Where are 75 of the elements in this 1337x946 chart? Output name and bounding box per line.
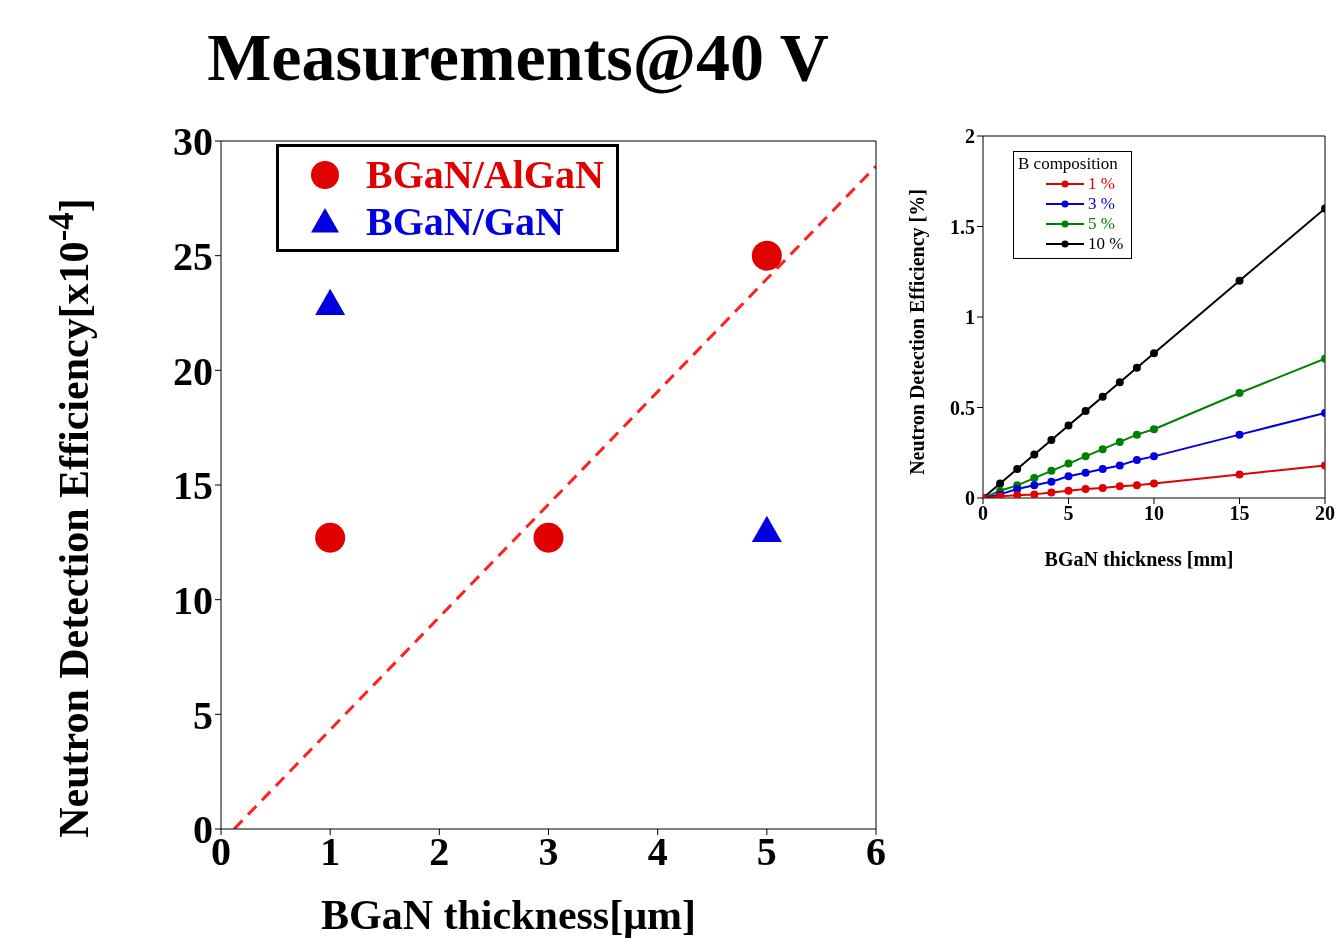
point	[1064, 421, 1073, 430]
point	[1115, 437, 1124, 446]
x-tick-label: 15	[1229, 502, 1250, 525]
point	[1013, 465, 1022, 474]
point	[1115, 461, 1124, 470]
y-tick-label: 1.5	[950, 215, 975, 238]
point	[533, 522, 564, 553]
point	[1047, 466, 1056, 475]
point	[1013, 491, 1022, 498]
point	[1047, 477, 1056, 486]
point	[1081, 468, 1090, 477]
point	[1047, 436, 1056, 445]
x-tick-label: 10	[1144, 502, 1164, 525]
point	[315, 522, 346, 553]
point	[1098, 465, 1107, 474]
point	[1081, 407, 1090, 416]
point	[1150, 349, 1158, 358]
x-tick-label: 5	[1063, 502, 1074, 525]
y-tick-label: 30	[173, 119, 213, 165]
x-tick-label: 2	[429, 829, 450, 875]
point	[1030, 474, 1039, 483]
point	[1150, 425, 1158, 434]
x-tick-label: 5	[756, 829, 777, 875]
point	[751, 240, 782, 271]
point	[1030, 450, 1039, 459]
point	[1064, 459, 1073, 468]
point	[1150, 452, 1158, 461]
point	[1047, 488, 1056, 497]
y-tick-label: 2	[965, 125, 975, 148]
point	[1132, 481, 1141, 490]
x-axis-title: BGaN thickness [mm]	[1043, 548, 1235, 570]
y-axis-title: Neutron Detection Efficiency [%]	[905, 189, 929, 475]
y-tick-label: 0.5	[950, 396, 975, 419]
legend-label: 10 %	[1088, 234, 1124, 254]
point	[1081, 484, 1090, 493]
point	[1030, 490, 1039, 498]
point	[1235, 389, 1244, 398]
y-tick-label: 20	[173, 348, 213, 394]
y-tick-label: 1	[965, 306, 975, 329]
point	[751, 515, 782, 543]
y-tick-label: 5	[193, 692, 213, 738]
point	[315, 288, 346, 316]
point	[1132, 363, 1141, 372]
point	[1098, 392, 1107, 401]
y-tick-label: 0	[965, 487, 975, 510]
y-tick-label: 10	[173, 577, 213, 623]
point	[996, 479, 1005, 488]
point	[1235, 470, 1244, 479]
point	[1132, 430, 1141, 439]
point	[1064, 472, 1073, 481]
point	[1132, 455, 1141, 464]
x-tick-label: 3	[538, 829, 559, 875]
point	[1235, 276, 1244, 285]
legend-label: 1 %	[1088, 174, 1115, 194]
legend-label: 5 %	[1088, 214, 1115, 234]
chart-title: Measurements@40 V	[206, 18, 830, 97]
point	[1030, 481, 1039, 490]
point	[1098, 484, 1107, 493]
y-tick-label: 25	[173, 233, 213, 279]
point	[1081, 452, 1090, 461]
point	[1150, 479, 1158, 488]
legend-label: BGaN/AlGaN	[366, 151, 604, 198]
x-axis-title: BGaN thickness[μm]	[320, 891, 697, 938]
x-tick-label: 4	[647, 829, 668, 875]
x-tick-label: 6	[866, 829, 886, 875]
legend-label: BGaN/GaN	[366, 198, 564, 245]
point	[1115, 482, 1124, 491]
point	[1235, 430, 1244, 439]
x-tick-label: 1	[320, 829, 341, 875]
point	[1098, 445, 1107, 454]
point	[1064, 486, 1073, 495]
x-tick-label: 20	[1315, 502, 1335, 525]
point	[1115, 378, 1124, 387]
legend-title: B composition	[1018, 154, 1119, 174]
legend-label: 3 %	[1088, 194, 1115, 214]
